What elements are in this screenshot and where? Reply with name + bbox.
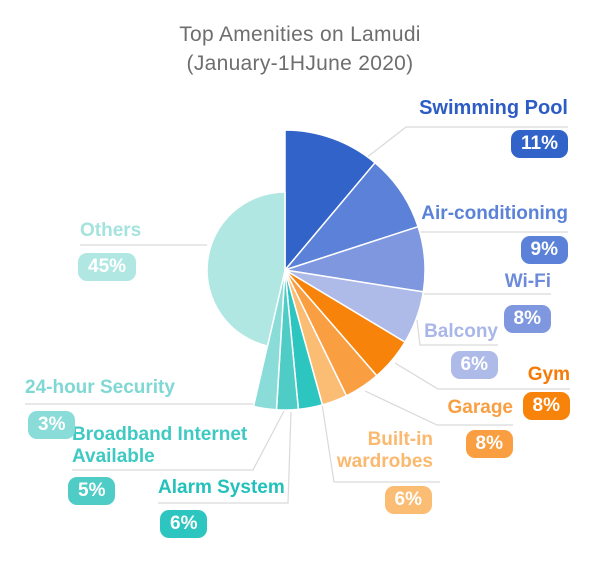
badge-air-conditioning: 9% — [520, 236, 568, 264]
leader-line-broadband-internet — [72, 410, 285, 471]
leader-line-garage — [364, 390, 513, 426]
leader-line-built-in-wardrobes — [321, 403, 440, 483]
label-broadband-internet: Broadband Internet Available — [72, 424, 248, 467]
badge-swimming-pool: 11% — [511, 130, 568, 158]
badge-alarm-system: 6% — [160, 510, 208, 538]
badge-built-in-wardrobes: 6% — [384, 486, 432, 514]
label-swimming-pool: Swimming Pool — [419, 97, 568, 119]
leader-line-balcony — [416, 319, 498, 346]
pie-slice-swimming-pool — [284, 129, 376, 271]
leader-line-swimming-pool — [360, 126, 568, 163]
badge-gym: 8% — [522, 392, 570, 420]
label-gym: Gym — [527, 364, 570, 385]
label-air-conditioning: Air-conditioning — [421, 203, 568, 224]
label-others: Others — [80, 220, 142, 241]
label-alarm-system: Alarm System — [158, 477, 285, 498]
badge-broadband-internet: 5% — [68, 477, 116, 505]
badge-balcony: 6% — [450, 351, 498, 379]
pie-slice-others — [206, 191, 286, 347]
label-balcony: Balcony — [424, 321, 498, 342]
badge-24-hour-security: 3% — [28, 411, 76, 439]
pie-slices — [206, 129, 426, 411]
label-wi-fi: Wi-Fi — [504, 271, 551, 292]
leader-line-gym — [394, 362, 570, 390]
badge-others: 45% — [78, 253, 137, 281]
leader-line-alarm-system — [158, 411, 292, 504]
label-built-in-wardrobes: Built-in wardrobes — [336, 429, 433, 472]
chart-title-line1: Top Amenities on Lamudi — [179, 23, 421, 46]
label-garage: Garage — [447, 397, 513, 418]
chart-title: Top Amenities on Lamudi (January-1HJune … — [0, 20, 600, 78]
label-24-hour-security: 24-hour Security — [25, 377, 175, 398]
badge-wi-fi: 8% — [503, 305, 551, 333]
badge-garage: 8% — [465, 430, 513, 458]
chart-title-line2: (January-1HJune 2020) — [186, 52, 414, 75]
